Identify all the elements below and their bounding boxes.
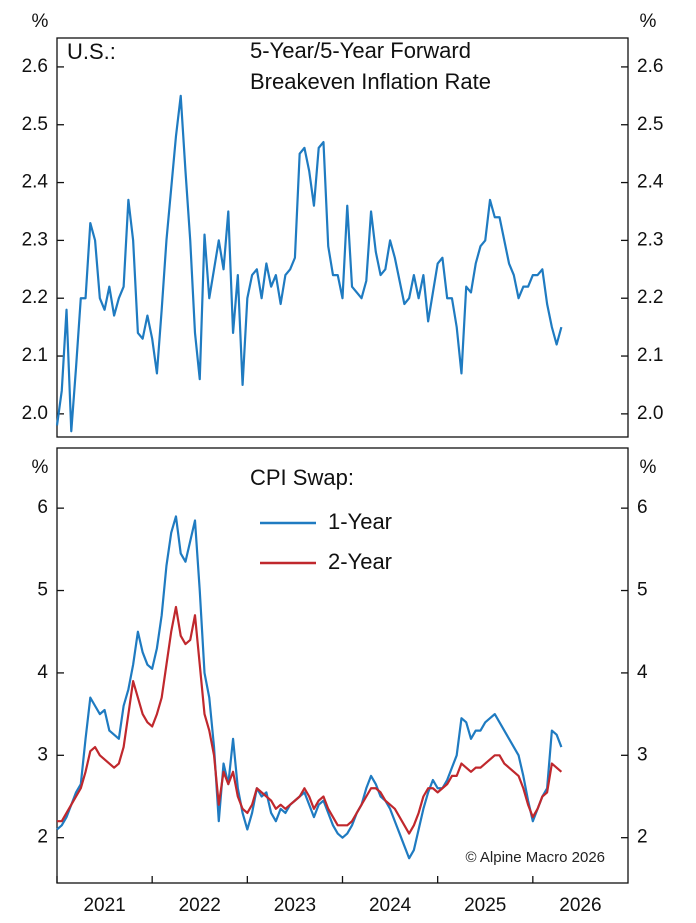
y2-tick-label: 2.3 [637, 229, 663, 250]
x-tick-label: 2026 [559, 895, 601, 916]
legend-label: 2-Year [328, 549, 392, 574]
series-line [55, 94, 563, 433]
y2-tick-label: 2.4 [637, 172, 664, 193]
chart-title: Breakeven Inflation Rate [250, 69, 491, 94]
y2-axis-label: % [640, 11, 657, 32]
y-tick-label: 6 [37, 497, 48, 518]
x-tick-label: 2022 [179, 895, 221, 916]
y2-tick-label: 2.5 [637, 114, 663, 135]
y-axis-label: % [32, 11, 49, 32]
y2-tick-label: 2.2 [637, 287, 663, 308]
panel-label: U.S.: [67, 39, 116, 64]
x-tick-label: 2025 [464, 895, 506, 916]
y2-tick-label: 4 [637, 662, 648, 683]
y2-tick-label: 2.0 [637, 403, 663, 424]
y2-tick-label: 5 [637, 580, 648, 601]
annotation: © Alpine Macro 2026 [466, 849, 605, 866]
y2-tick-label: 2.1 [637, 345, 663, 366]
y-tick-label: 2.4 [22, 172, 49, 193]
y-tick-label: 2.3 [22, 229, 48, 250]
chart-title: CPI Swap: [250, 465, 354, 490]
y-tick-label: 2.6 [22, 56, 48, 77]
series-line [56, 515, 563, 860]
y2-tick-label: 2.6 [637, 56, 663, 77]
chart-title: 5-Year/5-Year Forward [250, 38, 471, 63]
x-tick-label: 2021 [83, 895, 125, 916]
y2-axis-label: % [640, 457, 657, 478]
y2-tick-label: 3 [637, 744, 648, 765]
y2-tick-label: 2 [637, 827, 648, 848]
x-tick-label: 2023 [274, 895, 316, 916]
y-tick-label: 3 [37, 744, 48, 765]
y-tick-label: 2.0 [22, 403, 48, 424]
plot-frame [56, 37, 629, 438]
y-tick-label: 4 [37, 662, 48, 683]
y-tick-label: 2.1 [22, 345, 48, 366]
y-tick-label: 5 [37, 580, 48, 601]
y-tick-label: 2 [37, 827, 48, 848]
y2-tick-label: 6 [637, 497, 648, 518]
series-line [57, 605, 563, 835]
x-tick-label: 2024 [369, 895, 412, 916]
y-tick-label: 2.5 [22, 114, 48, 135]
y-tick-label: 2.2 [22, 287, 48, 308]
legend-label: 1-Year [328, 509, 392, 534]
y-axis-label: % [32, 457, 49, 478]
